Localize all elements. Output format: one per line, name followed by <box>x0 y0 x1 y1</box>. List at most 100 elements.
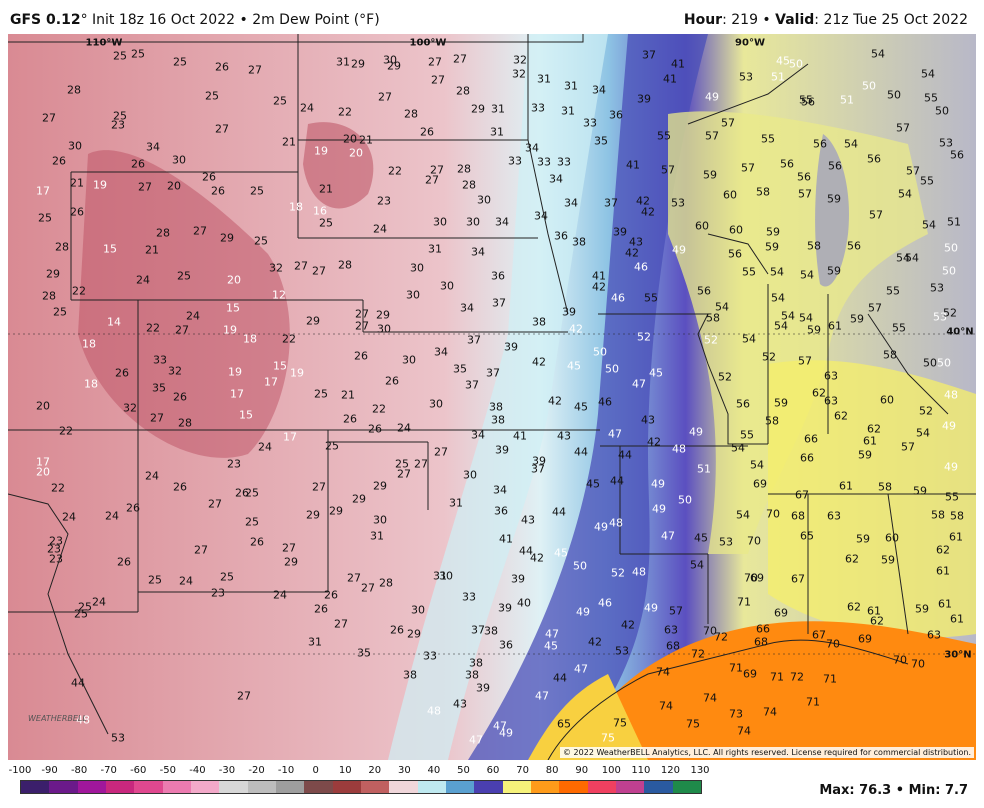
dewpoint-value: 28 <box>404 107 418 121</box>
dewpoint-value: 30 <box>383 53 397 67</box>
dewpoint-value: 54 <box>799 311 813 325</box>
hour-label: Hour <box>683 12 723 28</box>
dewpoint-value: 54 <box>871 47 885 61</box>
colorbar-segment <box>615 781 645 793</box>
dewpoint-value: 30 <box>410 261 424 275</box>
dewpoint-value: 30 <box>466 215 480 229</box>
colorbar-segment <box>105 781 135 793</box>
dewpoint-value: 39 <box>637 92 651 106</box>
dewpoint-value: 29 <box>471 102 485 116</box>
dewpoint-value: 48 <box>76 713 90 727</box>
dewpoint-value: 19 <box>290 366 304 380</box>
dewpoint-value: 45 <box>649 366 663 380</box>
dewpoint-value: 41 <box>663 72 677 86</box>
dewpoint-value: 34 <box>592 83 606 97</box>
dewpoint-map: 110°W 100°W 90°W 40°N 30°N 25 25 25 26 27 28 2… <box>8 34 976 760</box>
dewpoint-value: 27 <box>397 467 411 481</box>
dewpoint-value: 26 <box>324 588 338 602</box>
dewpoint-value: 29 <box>306 314 320 328</box>
dewpoint-value: 25 <box>177 269 191 283</box>
colorbar-segment <box>587 781 616 793</box>
colorbar <box>20 780 702 794</box>
dewpoint-value: 33 <box>583 116 597 130</box>
dewpoint-value: 30 <box>172 153 186 167</box>
dewpoint-value: 52 <box>762 350 776 364</box>
dewpoint-value: 42 <box>641 205 655 219</box>
colorbar-segment <box>644 781 673 793</box>
dewpoint-value: 20 <box>343 132 357 146</box>
colorbar-segment <box>49 781 78 793</box>
dewpoint-value: 26 <box>343 412 357 426</box>
dewpoint-value: 12 <box>272 288 286 302</box>
dewpoint-value: 28 <box>178 416 192 430</box>
dewpoint-value: 57 <box>721 116 735 130</box>
dewpoint-value: 33 <box>531 101 545 115</box>
dewpoint-value: 44 <box>71 676 85 690</box>
colorbar-tick-label: 30 <box>397 765 411 776</box>
dewpoint-value: 22 <box>388 164 402 178</box>
dewpoint-value: 39 <box>532 454 546 468</box>
dewpoint-value: 55 <box>892 321 906 335</box>
dewpoint-value: 54 <box>750 458 764 472</box>
dewpoint-value: 50 <box>935 104 949 118</box>
colorbar-segment <box>332 781 361 793</box>
dewpoint-value: 63 <box>824 394 838 408</box>
dewpoint-value: 54 <box>896 251 910 265</box>
dewpoint-value: 68 <box>666 639 680 653</box>
dewpoint-value: 60 <box>885 531 899 545</box>
dewpoint-value: 53 <box>719 535 733 549</box>
dewpoint-value: 20 <box>167 179 181 193</box>
dewpoint-value: 27 <box>150 411 164 425</box>
dewpoint-value: 18 <box>243 332 257 346</box>
valid-label: Valid <box>775 12 815 28</box>
dewpoint-value: 58 <box>765 414 779 428</box>
dewpoint-value: 50 <box>862 79 876 93</box>
dewpoint-value: 47 <box>608 427 622 441</box>
dewpoint-value: 65 <box>557 717 571 731</box>
dewpoint-value: 55 <box>740 428 754 442</box>
colorbar-segment <box>247 781 276 793</box>
dewpoint-value: 25 <box>173 55 187 69</box>
colorbar-tick-label: 70 <box>516 765 529 776</box>
dewpoint-value: 31 <box>336 55 350 69</box>
hour-value: : 219 <box>722 12 758 28</box>
dewpoint-value: 69 <box>858 632 872 646</box>
dewpoint-value: 50 <box>789 57 803 71</box>
dewpoint-value: 39 <box>476 681 490 695</box>
dewpoint-value: 69 <box>743 667 757 681</box>
dewpoint-value: 22 <box>146 321 160 335</box>
dewpoint-value: 49 <box>499 726 513 740</box>
dewpoint-value: 25 <box>148 573 162 587</box>
dewpoint-value: 25 <box>245 515 259 529</box>
dewpoint-value: 38 <box>469 656 483 670</box>
dewpoint-value: 41 <box>513 429 527 443</box>
dewpoint-value: 55 <box>945 490 959 504</box>
longitude-label-100w: 100°W <box>409 37 447 49</box>
dewpoint-value: 57 <box>868 301 882 315</box>
dewpoint-value: 50 <box>923 356 937 370</box>
colorbar-tick-label: 20 <box>368 765 382 776</box>
dewpoint-value: 75 <box>686 717 700 731</box>
dewpoint-value: 51 <box>771 70 785 84</box>
dewpoint-value: 61 <box>867 604 881 618</box>
dewpoint-value: 72 <box>691 647 705 661</box>
dewpoint-value: 46 <box>598 395 612 409</box>
dewpoint-value: 20 <box>349 146 363 160</box>
dewpoint-value: 58 <box>706 311 720 325</box>
dewpoint-value: 56 <box>801 95 815 109</box>
dewpoint-value: 23 <box>47 542 61 556</box>
dewpoint-value: 28 <box>457 162 471 176</box>
dewpoint-value: 39 <box>511 572 525 586</box>
dewpoint-value: 71 <box>737 595 751 609</box>
dewpoint-value: 66 <box>800 451 814 465</box>
dewpoint-value: 69 <box>774 606 788 620</box>
dewpoint-value: 58 <box>878 480 892 494</box>
dewpoint-value: 59 <box>766 225 780 239</box>
dewpoint-value: 69 <box>750 571 764 585</box>
colorbar-segment <box>190 781 220 793</box>
dewpoint-value: 37 <box>471 623 485 637</box>
dewpoint-value: 53 <box>739 70 753 84</box>
dewpoint-value: 54 <box>770 265 784 279</box>
dewpoint-value: 52 <box>704 333 718 347</box>
dewpoint-value: 39 <box>504 340 518 354</box>
